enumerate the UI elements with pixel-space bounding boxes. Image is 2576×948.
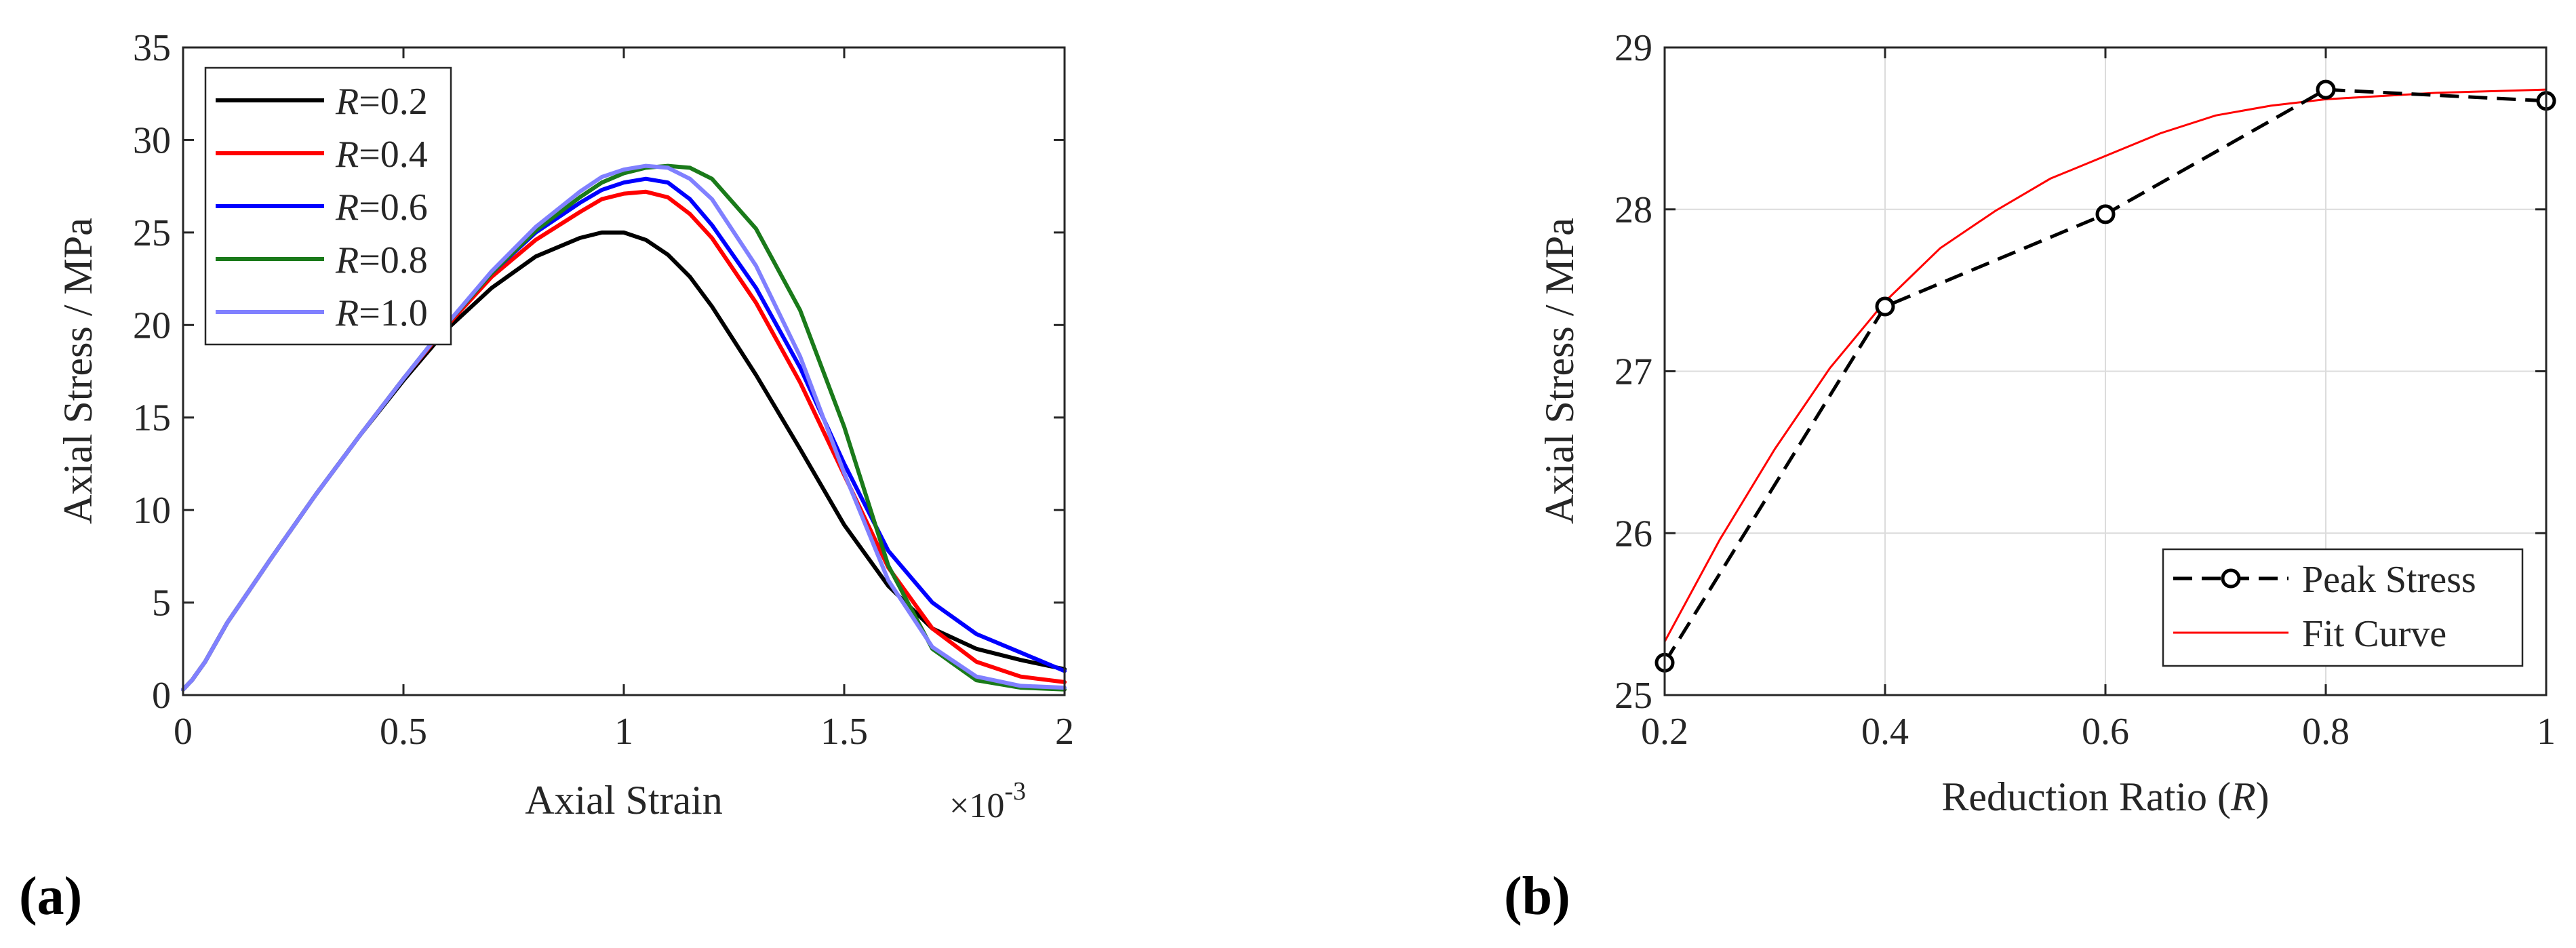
x-tick-label: 0 [174, 711, 193, 753]
panel-b-x-axis-label-var: R [2230, 774, 2256, 819]
panel-b-x-axis-label: Reduction Ratio (R) [1941, 774, 2269, 819]
legend-label-peak-stress: Peak Stress [2302, 559, 2476, 601]
legend-label-fit-curve: Fit Curve [2302, 613, 2446, 655]
y-tick-label: 0 [152, 675, 171, 717]
y-tick-label: 26 [1614, 513, 1652, 555]
panel-b-legend: Peak Stress Fit Curve [2162, 548, 2524, 667]
y-tick-label: 30 [133, 119, 171, 161]
panel-b-x-axis-label-suffix: ) [2256, 774, 2270, 819]
panel-a-x-axis-label: Axial Strain [525, 778, 723, 823]
x-tick-label: 2 [1055, 711, 1074, 753]
panel-a-x-multiplier: ×10-3 [949, 777, 1026, 825]
y-tick-label: 27 [1614, 351, 1652, 393]
panel-a-legend-entries: R=0.2R=0.4R=0.6R=0.8R=1.0 [216, 81, 428, 334]
legend-label-var: R [335, 186, 359, 229]
panel-b-x-axis-label-prefix: Reduction Ratio ( [1941, 774, 2231, 819]
legend-label-var: R [335, 239, 359, 281]
x-tick-label: 1 [614, 711, 633, 753]
panel-b-label: (b) [1504, 867, 1570, 926]
y-tick-label: 25 [133, 212, 171, 254]
legend-label-value: =0.6 [359, 186, 428, 229]
x-tick-label: 1 [2537, 711, 2556, 753]
peak-stress-marker [2316, 79, 2336, 100]
panel-a-y-axis-label: Axial Stress / MPa [56, 218, 100, 524]
legend-marker-peak-stress [2221, 568, 2241, 589]
panel-a-label: (a) [19, 867, 82, 926]
panel-a-legend: R=0.2R=0.4R=0.6R=0.8R=1.0 [204, 66, 452, 346]
legend-label-var: R [335, 134, 359, 176]
legend-label-var: R [335, 81, 359, 123]
legend-label-r-0-4: R=0.4 [335, 134, 428, 176]
legend-label-value: =0.4 [359, 134, 428, 176]
panel-b-tick-labels: 0.2 0.4 0.6 0.8 1 25 26 27 28 29 [1614, 27, 2556, 753]
series-line-r-1-0 [181, 163, 1067, 692]
legend-label-r-0-2: R=0.2 [335, 81, 428, 123]
legend-label-value: =1.0 [359, 292, 428, 334]
y-tick-label: 10 [133, 490, 171, 532]
x-tick-label: 0.8 [2302, 711, 2350, 753]
legend-label-r-1-0: R=1.0 [335, 292, 428, 334]
legend-label-value: =0.8 [359, 239, 428, 281]
x-tick-label: 1.5 [820, 711, 868, 753]
panel-b-y-axis-label: Axial Stress / MPa [1537, 218, 1582, 524]
x-tick-label: 0.2 [1641, 711, 1688, 753]
y-tick-label: 29 [1614, 27, 1652, 69]
panel-b-legend-box [2162, 548, 2524, 667]
x-tick-label: 0.6 [2082, 711, 2129, 753]
y-tick-label: 28 [1614, 189, 1652, 231]
peak-stress-marker [2095, 204, 2116, 224]
legend-label-value: =0.2 [359, 81, 428, 123]
panel-b-legend-entries: Peak Stress Fit Curve [2173, 559, 2476, 655]
legend-label-r-0-8: R=0.8 [335, 239, 428, 281]
y-tick-label: 5 [152, 582, 171, 625]
legend-label-r-0-6: R=0.6 [335, 186, 428, 229]
x-tick-label: 0.4 [1861, 711, 1909, 753]
panel-a-x-multiplier-base: ×10 [949, 787, 1004, 825]
y-tick-label: 20 [133, 304, 171, 347]
panel-b-series-group [1654, 79, 2556, 673]
y-tick-label: 35 [133, 27, 171, 69]
panel-a-ticks [182, 46, 1066, 696]
panel-a-series-group [181, 163, 1067, 692]
y-tick-label: 25 [1614, 675, 1652, 717]
panel-b-chart: 0.2 0.4 0.6 0.8 1 25 26 27 28 29 Reduction Ratio … [1504, 27, 2556, 926]
x-tick-label: 0.5 [380, 711, 427, 753]
peak-stress-marker [1875, 296, 1895, 317]
panel-b-ticks [1663, 46, 2548, 696]
legend-label-var: R [335, 292, 359, 334]
y-tick-label: 15 [133, 397, 171, 439]
panel-a-x-multiplier-exp: -3 [1004, 777, 1026, 806]
